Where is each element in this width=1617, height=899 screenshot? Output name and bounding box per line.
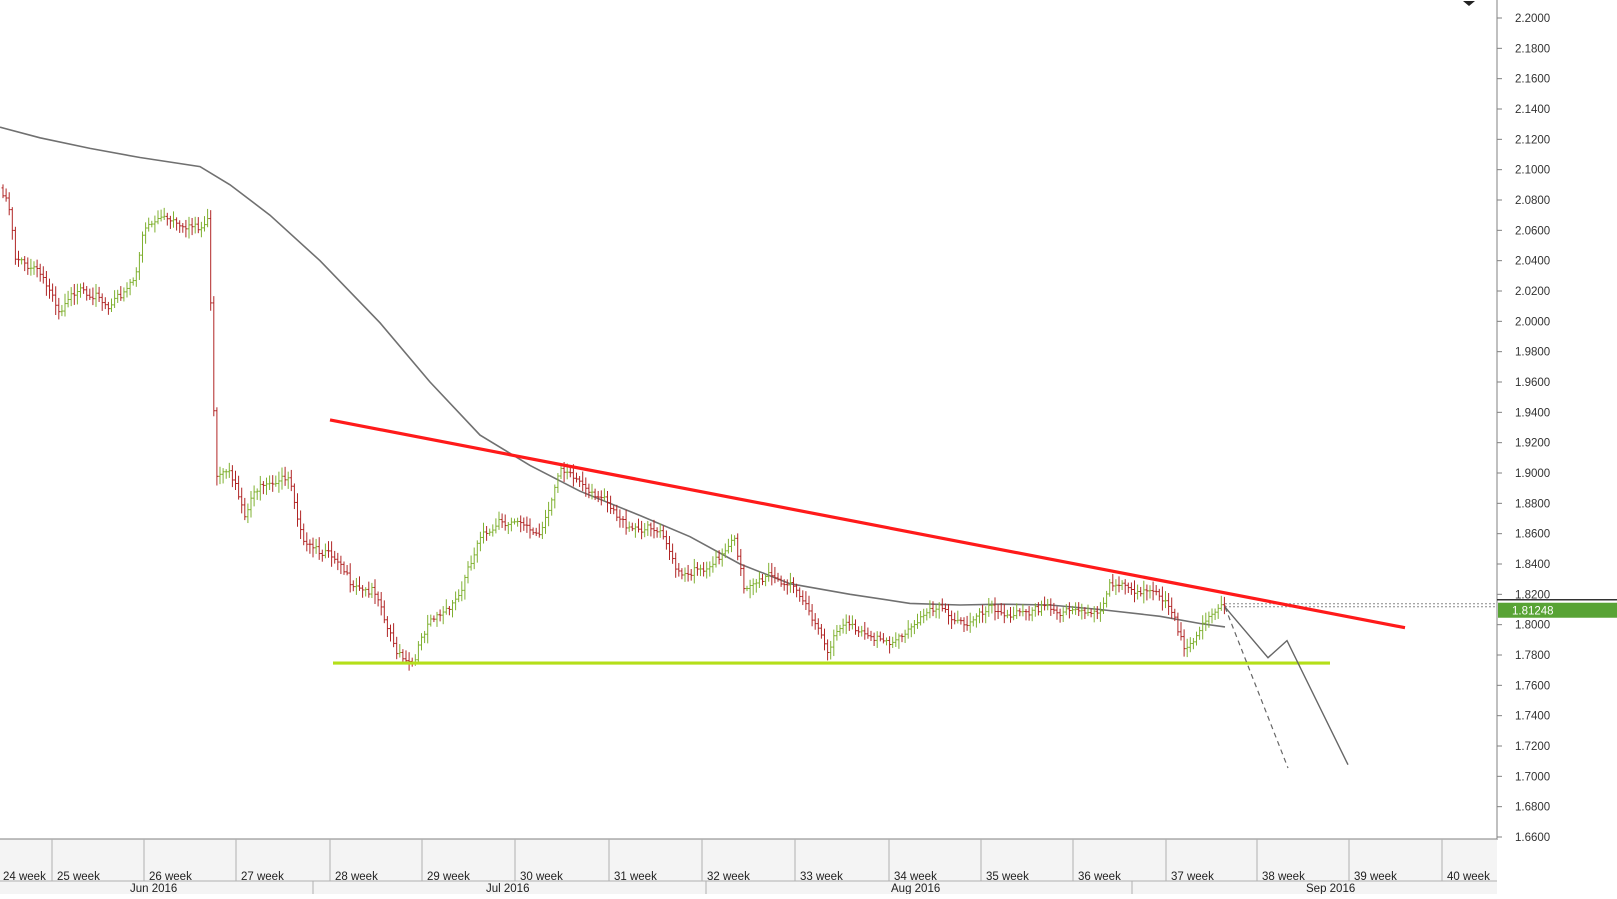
week-label: 24 week (3, 871, 46, 883)
price-tick-label: 2.1200 (1515, 134, 1550, 146)
week-label: 28 week (335, 871, 378, 883)
price-tick-label: 2.0000 (1515, 316, 1550, 328)
week-label: 27 week (241, 871, 284, 883)
week-label: 37 week (1171, 871, 1214, 883)
price-tick-label: 1.8000 (1515, 620, 1550, 632)
candles-layer (1, 184, 1226, 671)
price-tick-label: 1.7800 (1515, 650, 1550, 662)
price-tick-label: 1.6800 (1515, 802, 1550, 814)
month-label: Aug 2016 (891, 883, 940, 894)
price-tick-label: 1.7200 (1515, 741, 1550, 753)
price-tick-label: 1.7400 (1515, 711, 1550, 723)
price-tick-label: 2.0800 (1515, 195, 1550, 207)
week-label: 25 week (57, 871, 100, 883)
price-tick-label: 1.6600 (1515, 832, 1550, 844)
week-label: 35 week (986, 871, 1029, 883)
price-tick-label: 1.7000 (1515, 771, 1550, 783)
price-tick-label: 2.1400 (1515, 104, 1550, 116)
price-axis: 2.2000 2.1800 2.1600 2.1400 2.1200 2.1000 2.08… (1463, 0, 1617, 844)
month-label: Sep 2016 (1306, 883, 1355, 894)
current-price-label: 1.81248 (1512, 606, 1554, 618)
week-label: 29 week (427, 871, 470, 883)
week-label: 36 week (1078, 871, 1121, 883)
price-tick-label: 1.7600 (1515, 680, 1550, 692)
week-label: 31 week (614, 871, 657, 883)
week-label: 38 week (1262, 871, 1305, 883)
scroll-arrow-icon (1463, 1, 1475, 6)
projection-path-solid (1224, 606, 1349, 766)
week-label: 26 week (149, 871, 192, 883)
price-tick-label: 1.8600 (1515, 529, 1550, 541)
month-label: Jul 2016 (486, 883, 529, 894)
projection-path-dashed (1224, 606, 1289, 769)
price-tick-label: 1.9600 (1515, 377, 1550, 389)
price-tick-label: 1.8400 (1515, 559, 1550, 571)
week-label: 30 week (520, 871, 563, 883)
moving-average-layer (0, 126, 1226, 628)
resistance-trendline (329, 418, 1406, 630)
moving-average-line (0, 126, 1226, 628)
current-price-tag (1498, 602, 1617, 618)
price-tick-label: 2.2000 (1515, 13, 1550, 25)
price-tick-label: 2.0400 (1515, 256, 1550, 268)
price-tick-label: 2.1800 (1515, 43, 1550, 55)
price-tick-label: 1.9800 (1515, 347, 1550, 359)
price-tick-label: 1.8200 (1515, 589, 1550, 601)
price-tick-label: 2.1000 (1515, 165, 1550, 177)
week-label: 32 week (707, 871, 750, 883)
time-axis: 24 week 25 week 26 week 27 week 28 week 29 we… (0, 838, 1497, 895)
price-tick-label: 1.9000 (1515, 468, 1550, 480)
price-tick-label: 2.1600 (1515, 74, 1550, 86)
price-tick-label: 1.9200 (1515, 438, 1550, 450)
month-label: Jun 2016 (130, 883, 177, 894)
price-tick-label: 2.0200 (1515, 286, 1550, 298)
price-tick-label: 2.0600 (1515, 225, 1550, 237)
week-label: 40 week (1447, 871, 1490, 883)
week-label: 39 week (1354, 871, 1397, 883)
price-tick-label: 1.8800 (1515, 498, 1550, 510)
week-label: 33 week (800, 871, 843, 883)
trendlines-layer (329, 418, 1497, 769)
price-tick-label: 1.9400 (1515, 407, 1550, 419)
time-axis-background (0, 839, 1497, 894)
week-label: 34 week (894, 871, 937, 883)
